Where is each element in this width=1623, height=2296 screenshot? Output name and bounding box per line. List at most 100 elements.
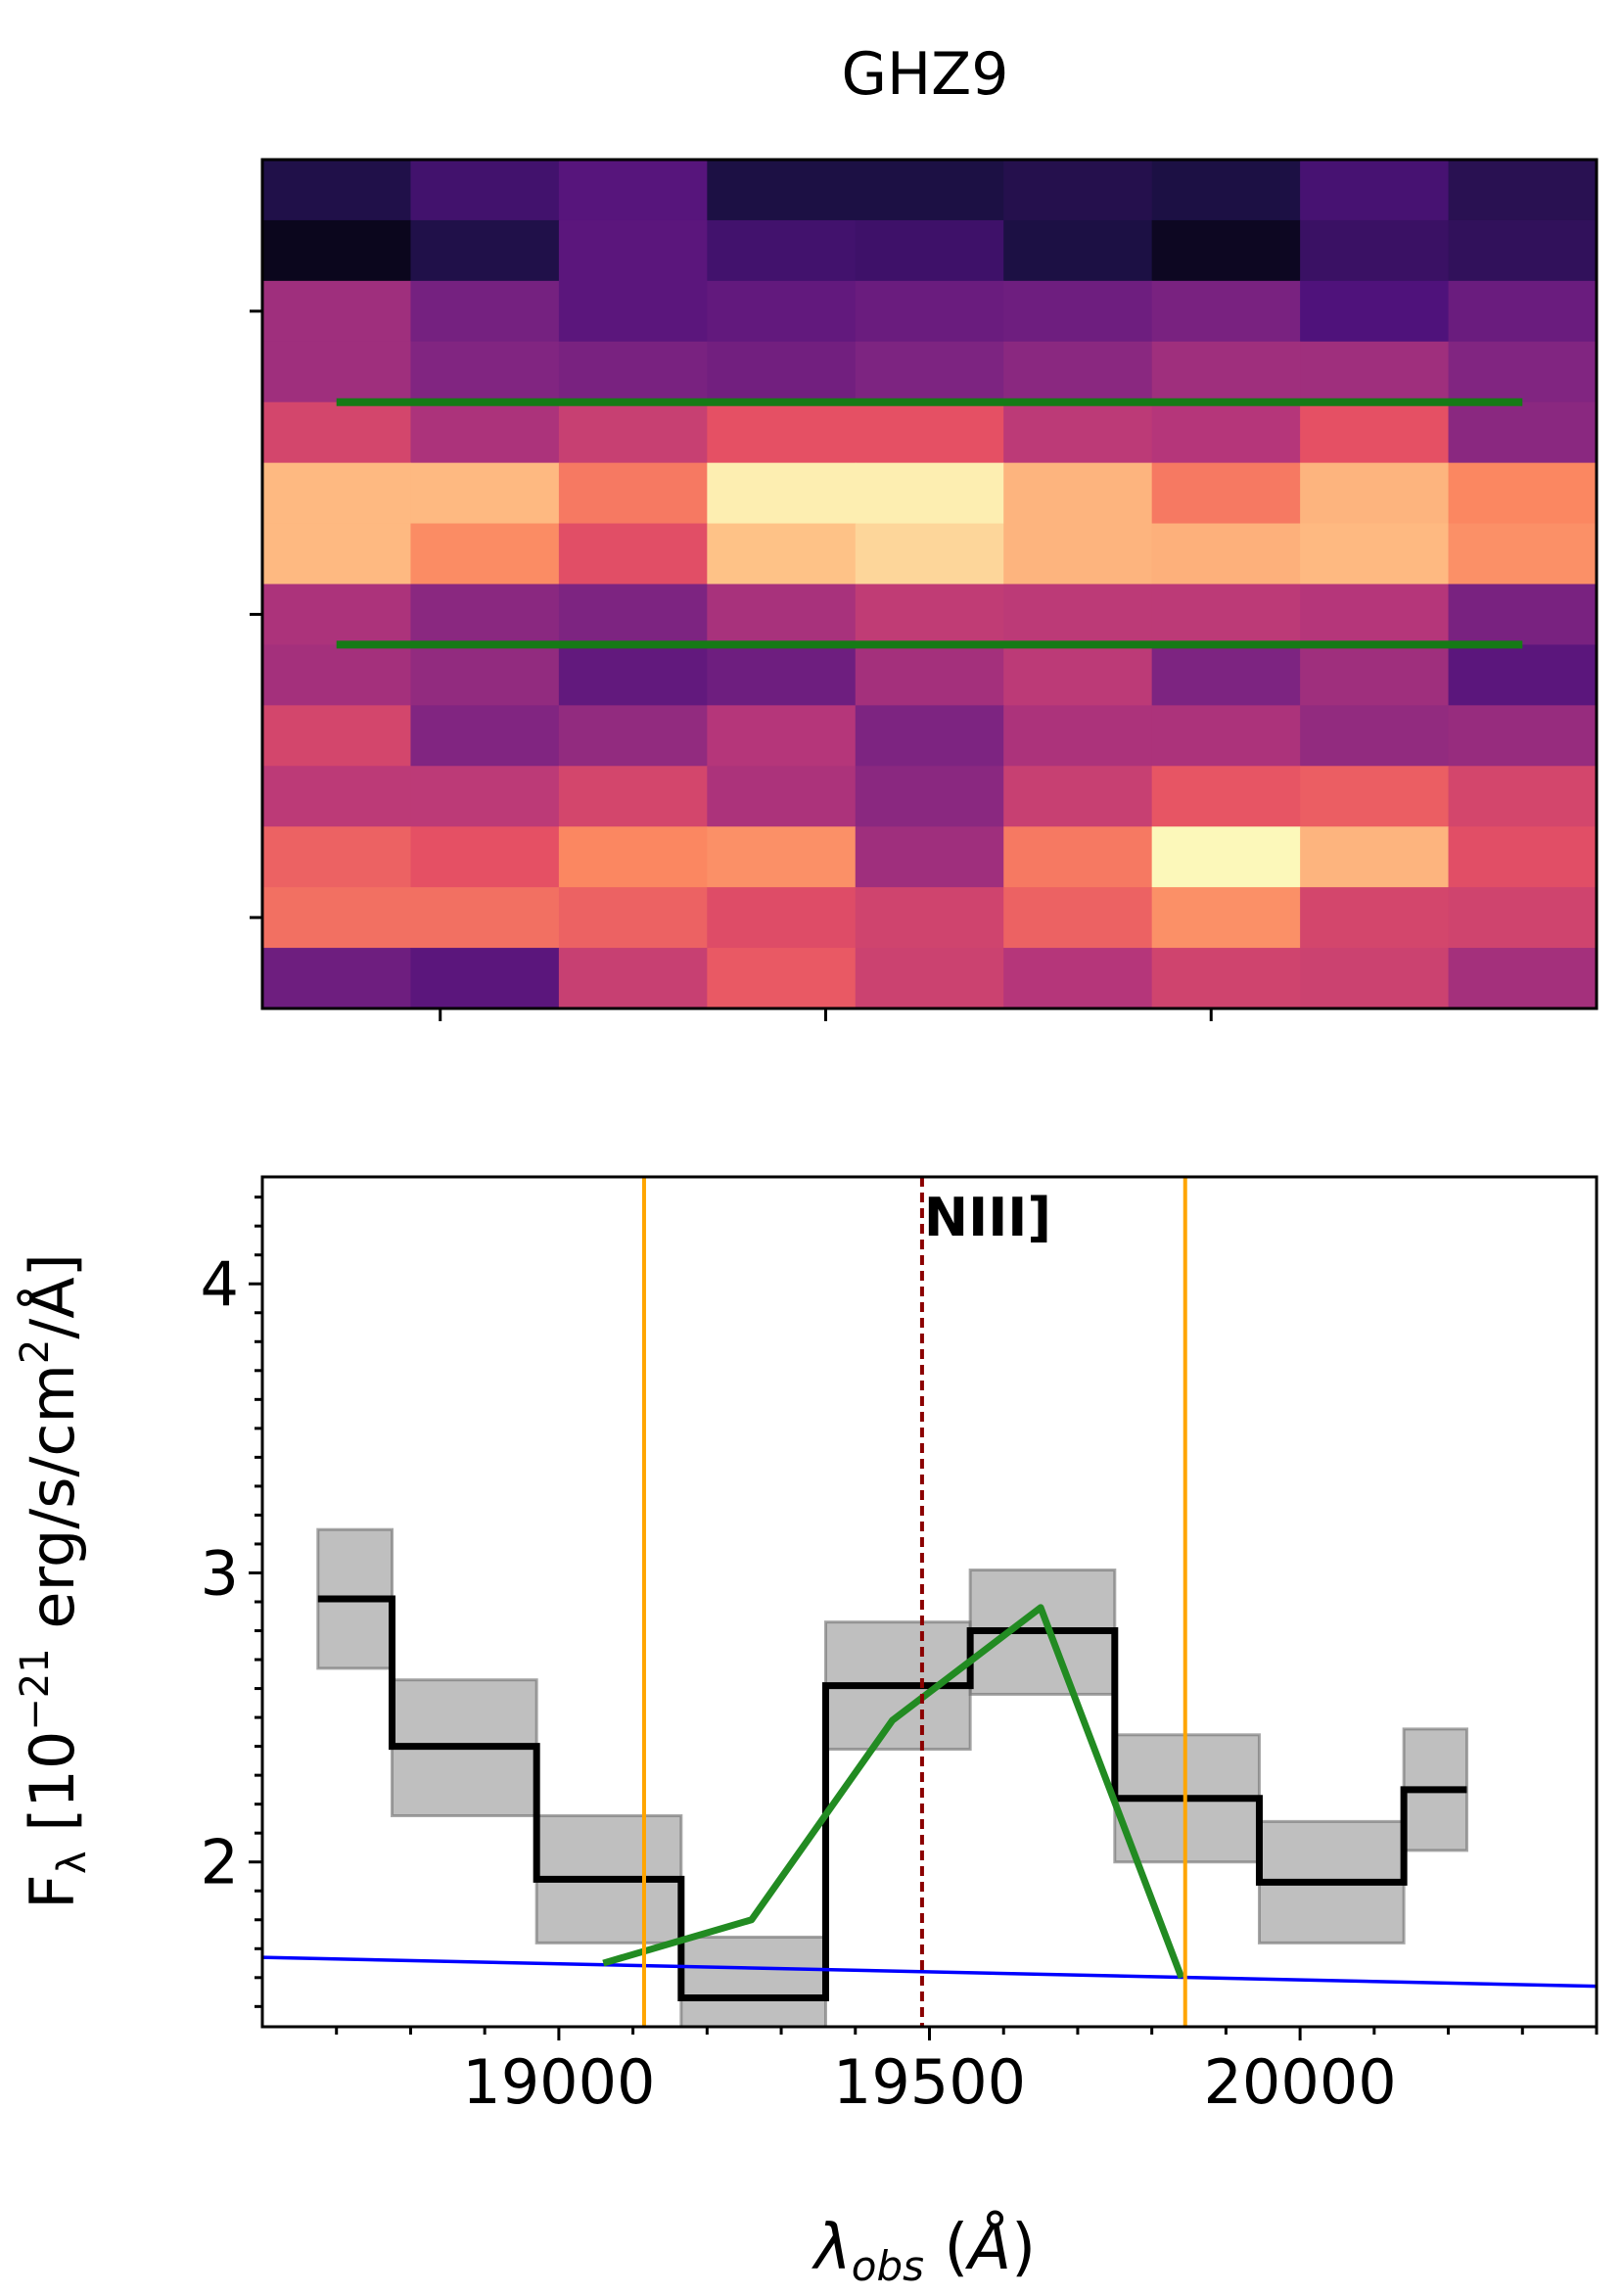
heatmap-cell — [1151, 705, 1301, 767]
heatmap-cell — [262, 219, 412, 282]
heatmap-cell — [1300, 523, 1450, 586]
heatmap-cell — [410, 705, 560, 767]
heatmap-cell — [1300, 826, 1450, 888]
heatmap-cell — [855, 462, 1004, 525]
line-marker-label: NIII] — [924, 1187, 1051, 1248]
heatmap-cell — [558, 160, 708, 221]
heatmap-cell — [262, 644, 412, 706]
heatmap-cell — [1448, 948, 1598, 1009]
heatmap-cell — [1151, 401, 1301, 464]
heatmap-cell — [1300, 644, 1450, 706]
heatmap-cell — [1151, 462, 1301, 525]
heatmap-cell — [558, 401, 708, 464]
heatmap-cell — [855, 341, 1004, 403]
heatmap-cell — [1300, 160, 1450, 221]
heatmap-cell — [1300, 887, 1450, 949]
heatmap-cell — [1448, 280, 1598, 343]
heatmap-cell — [262, 401, 412, 464]
heatmap-cell — [1300, 584, 1450, 646]
heatmap-cell — [410, 887, 560, 949]
y-axis-label: Fλ [10−21 erg/s/cm2/Å] — [13, 1253, 95, 1909]
heatmap-cell — [1151, 584, 1301, 646]
heatmap-cell — [707, 280, 857, 343]
heatmap-cell — [558, 523, 708, 586]
y-tick-label: 4 — [201, 1248, 239, 1320]
model-fit-line — [602, 1604, 1185, 1980]
heatmap-cell — [262, 766, 412, 827]
heatmap-cell — [1300, 705, 1450, 767]
spectrum-1d-panel: NIII] 19000 19500 20000 2 3 4 — [201, 1175, 1599, 2118]
heatmap-cell — [1448, 523, 1598, 586]
heatmap-cell — [558, 948, 708, 1009]
heatmap-cell — [855, 219, 1004, 282]
heatmap-cell — [1151, 280, 1301, 343]
heatmap-cell — [1003, 341, 1153, 403]
heatmap-cell — [855, 584, 1004, 646]
heatmap-cell — [410, 280, 560, 343]
heatmap-cell — [1448, 462, 1598, 525]
heatmap-cell — [262, 280, 412, 343]
heatmap-cell — [707, 219, 857, 282]
heatmap-cell — [855, 401, 1004, 464]
heatmap-cell — [1151, 160, 1301, 221]
heatmap-cell — [262, 341, 412, 403]
heatmap-cell — [855, 887, 1004, 949]
heatmap-cell — [410, 766, 560, 827]
heatmap-cell — [1003, 887, 1153, 949]
heatmap-cell — [855, 766, 1004, 827]
heatmap-cell — [1448, 584, 1598, 646]
heatmap-cell — [707, 462, 857, 525]
heatmap-cell — [262, 160, 412, 221]
heatmap-cell — [1003, 826, 1153, 888]
heatmap-cell — [262, 826, 412, 888]
heatmap-cell — [558, 705, 708, 767]
heatmap-cell — [410, 826, 560, 888]
x-axis-label: λobs (Å) — [812, 2210, 1036, 2290]
heatmap-cell — [1448, 219, 1598, 282]
heatmap-cell — [410, 948, 560, 1009]
heatmap-cell — [1003, 766, 1153, 827]
heatmap-cell — [855, 705, 1004, 767]
heatmap-cell — [1448, 644, 1598, 706]
heatmap-cell — [855, 523, 1004, 586]
heatmap-cell — [1003, 523, 1153, 586]
heatmap-cell — [1151, 523, 1301, 586]
heatmap-cell — [410, 341, 560, 403]
heatmap-cell — [707, 644, 857, 706]
heatmap-cell — [707, 523, 857, 586]
heatmap-cell — [1300, 948, 1450, 1009]
heatmap-cell — [410, 160, 560, 221]
heatmap-cell — [1448, 887, 1598, 949]
heatmap-cell — [855, 644, 1004, 706]
heatmap-cell — [410, 401, 560, 464]
spectrum-step-line — [317, 1595, 1467, 2001]
heatmap-cell — [1003, 584, 1153, 646]
heatmap-cell — [558, 584, 708, 646]
heatmap-cell — [262, 523, 412, 586]
heatmap-cell — [707, 826, 857, 888]
plot-area — [262, 1177, 1597, 2027]
heatmap-cell — [1448, 705, 1598, 767]
x-tick-label: 19000 — [462, 2046, 655, 2118]
heatmap-cell — [1448, 766, 1598, 827]
heatmap-cell — [707, 341, 857, 403]
heatmap-cell — [410, 462, 560, 525]
figure-title: GHZ9 — [842, 40, 1009, 109]
heatmap-frame — [260, 158, 1599, 1010]
heatmap-cell — [558, 462, 708, 525]
y-tick-label: 3 — [201, 1537, 239, 1609]
heatmap-cell — [1448, 826, 1598, 888]
heatmap-cell — [1151, 887, 1301, 949]
heatmap-cell — [1300, 462, 1450, 525]
heatmap-cell — [262, 948, 412, 1009]
heatmap-cell — [1003, 948, 1153, 1009]
heatmap-cell — [1151, 948, 1301, 1009]
heatmap-cell — [410, 219, 560, 282]
heatmap-cell — [1151, 826, 1301, 888]
heatmap-cell — [558, 887, 708, 949]
error-band-box — [679, 1935, 827, 2027]
heatmap-cell — [262, 887, 412, 949]
heatmap-cell — [1448, 160, 1598, 221]
heatmap-cell — [558, 826, 708, 888]
